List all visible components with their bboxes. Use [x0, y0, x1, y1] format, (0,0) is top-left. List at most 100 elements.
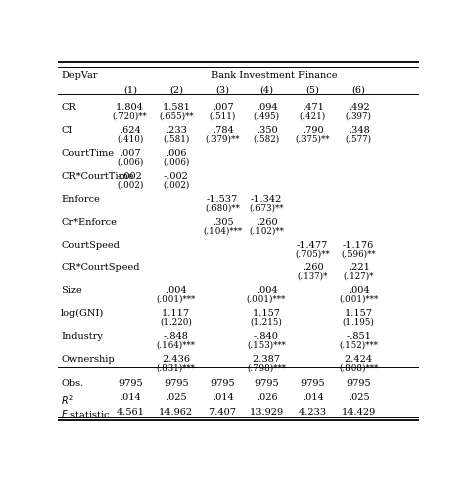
Text: log(GNI): log(GNI): [61, 309, 104, 318]
Text: .004: .004: [166, 286, 187, 295]
Text: (.375)**: (.375)**: [295, 135, 330, 144]
Text: $F$ statistic: $F$ statistic: [61, 408, 111, 420]
Text: -1.342: -1.342: [251, 195, 282, 204]
Text: .790: .790: [302, 126, 323, 135]
Text: 4.561: 4.561: [116, 408, 144, 417]
Text: (.410): (.410): [117, 135, 143, 144]
Text: (1.215): (1.215): [251, 318, 282, 327]
Text: .784: .784: [212, 126, 233, 135]
Text: -.851: -.851: [346, 332, 371, 341]
Text: (.831)***: (.831)***: [157, 364, 196, 372]
Text: Size: Size: [61, 286, 82, 295]
Text: .624: .624: [120, 126, 141, 135]
Text: -1.537: -1.537: [207, 195, 238, 204]
Text: Cr*Enforce: Cr*Enforce: [61, 218, 117, 227]
Text: .350: .350: [256, 126, 277, 135]
Text: (.001)***: (.001)***: [339, 295, 379, 304]
Text: (3): (3): [215, 86, 229, 95]
Text: 7.407: 7.407: [208, 408, 237, 417]
Text: .260: .260: [256, 218, 277, 227]
Text: 9795: 9795: [300, 379, 325, 387]
Text: .305: .305: [212, 218, 233, 227]
Text: .004: .004: [256, 286, 277, 295]
Text: (.153)***: (.153)***: [247, 341, 286, 350]
Text: .471: .471: [302, 103, 324, 113]
Text: (.582): (.582): [253, 135, 279, 144]
Text: (.379)**: (.379)**: [205, 135, 239, 144]
Text: 2.387: 2.387: [252, 355, 280, 364]
Text: 13.929: 13.929: [249, 408, 284, 417]
Text: (.104)***: (.104)***: [203, 226, 242, 235]
Text: CR*CourtTime: CR*CourtTime: [61, 172, 133, 181]
Text: .004: .004: [348, 286, 370, 295]
Text: Obs.: Obs.: [61, 379, 83, 387]
Text: 2.424: 2.424: [345, 355, 373, 364]
Text: .025: .025: [166, 394, 187, 402]
Text: (.001)***: (.001)***: [157, 295, 196, 304]
Text: .094: .094: [256, 103, 277, 113]
Text: 1.581: 1.581: [162, 103, 190, 113]
Text: (1.195): (1.195): [343, 318, 375, 327]
Text: CI: CI: [61, 126, 73, 135]
Text: (.001)***: (.001)***: [247, 295, 286, 304]
Text: .007: .007: [120, 149, 141, 158]
Text: CR*CourtSpeed: CR*CourtSpeed: [61, 263, 140, 272]
Text: CourtTime: CourtTime: [61, 149, 114, 158]
Text: (.495): (.495): [253, 112, 279, 121]
Text: -.002: -.002: [164, 172, 189, 181]
Text: (.680)**: (.680)**: [205, 203, 240, 213]
Text: 9795: 9795: [254, 379, 279, 387]
Text: (.127)*: (.127)*: [344, 272, 374, 281]
Text: -.848: -.848: [164, 332, 189, 341]
Text: .025: .025: [348, 394, 370, 402]
Text: .007: .007: [212, 103, 233, 113]
Text: 14.429: 14.429: [342, 408, 376, 417]
Text: 4.233: 4.233: [299, 408, 326, 417]
Text: -.002: -.002: [118, 172, 143, 181]
Text: (.808)***: (.808)***: [339, 364, 379, 372]
Text: .006: .006: [166, 149, 187, 158]
Text: (.002): (.002): [117, 181, 143, 189]
Text: Industry: Industry: [61, 332, 103, 341]
Text: 14.962: 14.962: [159, 408, 193, 417]
Text: .492: .492: [348, 103, 370, 113]
Text: (.137)*: (.137)*: [297, 272, 328, 281]
Text: (.673)**: (.673)**: [249, 203, 284, 213]
Text: .233: .233: [166, 126, 187, 135]
Text: .014: .014: [120, 394, 141, 402]
Text: (.397): (.397): [345, 112, 372, 121]
Text: 9795: 9795: [346, 379, 371, 387]
Text: 9795: 9795: [118, 379, 142, 387]
Text: (.421): (.421): [299, 112, 325, 121]
Text: (.705)**: (.705)**: [295, 249, 330, 258]
Text: 1.157: 1.157: [345, 309, 372, 318]
Text: (.655)**: (.655)**: [159, 112, 193, 121]
Text: (.596)**: (.596)**: [341, 249, 376, 258]
Text: CR: CR: [61, 103, 76, 113]
Text: 9795: 9795: [210, 379, 235, 387]
Text: 2.436: 2.436: [162, 355, 190, 364]
Text: $R^2$: $R^2$: [61, 394, 74, 407]
Text: .260: .260: [302, 263, 323, 272]
Text: (4): (4): [259, 86, 273, 95]
Text: .026: .026: [256, 394, 277, 402]
Text: Ownership: Ownership: [61, 355, 115, 364]
Text: (1): (1): [123, 86, 137, 95]
Text: -1.477: -1.477: [297, 241, 328, 250]
Text: (.511): (.511): [209, 112, 236, 121]
Text: 9795: 9795: [164, 379, 189, 387]
Text: (2): (2): [169, 86, 183, 95]
Text: (.002): (.002): [163, 181, 190, 189]
Text: .221: .221: [348, 263, 370, 272]
Text: CourtSpeed: CourtSpeed: [61, 241, 120, 250]
Text: DepVar: DepVar: [61, 71, 98, 80]
Text: .348: .348: [348, 126, 370, 135]
Text: (.577): (.577): [345, 135, 372, 144]
Text: .014: .014: [212, 394, 233, 402]
Text: (.581): (.581): [163, 135, 190, 144]
Text: 1.157: 1.157: [252, 309, 280, 318]
Text: (.720)**: (.720)**: [113, 112, 147, 121]
Text: (.006): (.006): [117, 157, 143, 167]
Text: (.164)***: (.164)***: [157, 341, 196, 350]
Text: .014: .014: [302, 394, 324, 402]
